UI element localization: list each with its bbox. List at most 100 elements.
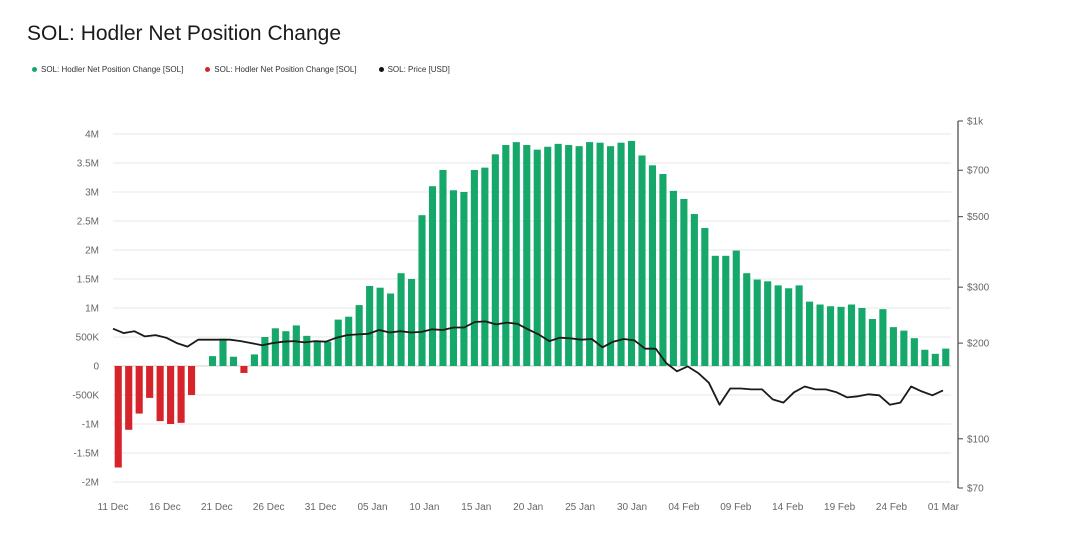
bar: [607, 146, 615, 366]
bar: [785, 288, 793, 366]
y-left-tick-label: 4M: [85, 130, 99, 141]
bar: [680, 198, 688, 366]
x-tick-label: 20 Jan: [513, 502, 543, 513]
bar: [523, 145, 531, 366]
legend-label-negative: SOL: Hodler Net Position Change [SOL]: [214, 65, 357, 74]
legend: SOL: Hodler Net Position Change [SOL] SO…: [32, 65, 450, 74]
bar: [282, 331, 290, 366]
y-left-tick-label: -1.5M: [73, 449, 99, 460]
x-tick-label: 24 Feb: [876, 502, 908, 513]
y-left-tick-label: 2.5M: [77, 217, 99, 228]
bar: [387, 293, 395, 366]
bar: [722, 255, 730, 366]
legend-label-price: SOL: Price [USD]: [387, 65, 450, 74]
bar: [261, 337, 269, 366]
bar: [250, 354, 258, 366]
bar: [889, 327, 897, 366]
bar: [271, 328, 279, 366]
bar: [617, 142, 625, 366]
bar: [146, 366, 154, 398]
x-tick-label: 21 Dec: [201, 502, 233, 513]
x-tick-label: 01 Mar: [928, 502, 960, 513]
bar: [512, 142, 520, 366]
bar: [407, 279, 416, 366]
bar: [334, 319, 342, 366]
bar: [355, 305, 363, 366]
bar: [449, 190, 457, 366]
bar: [565, 145, 573, 366]
bar: [376, 287, 384, 366]
bar: [638, 155, 646, 366]
bar: [858, 308, 866, 366]
y-left-tick-label: 3M: [85, 188, 99, 199]
legend-label-positive: SOL: Hodler Net Position Change [SOL]: [41, 65, 184, 74]
bar: [439, 169, 447, 366]
bar: [533, 149, 541, 366]
x-tick-label: 04 Feb: [668, 502, 700, 513]
y-right-tick-label: $300: [967, 283, 990, 294]
bar: [910, 338, 918, 366]
bar: [879, 309, 887, 366]
bar: [795, 285, 803, 366]
bar: [544, 146, 552, 366]
bar: [502, 145, 510, 366]
bar: [418, 215, 426, 366]
y-right-tick-label: $200: [967, 339, 990, 350]
y-right-tick-label: $1k: [967, 117, 984, 128]
bar: [868, 319, 876, 366]
y-right-tick-label: $70: [967, 484, 984, 495]
y-left-tick-label: 2M: [85, 246, 99, 257]
bar: [743, 273, 751, 366]
bar: [816, 304, 824, 366]
legend-item-negative[interactable]: SOL: Hodler Net Position Change [SOL]: [205, 65, 357, 74]
y-right-tick-label: $100: [967, 434, 990, 445]
bar: [837, 306, 845, 366]
bar: [208, 356, 217, 366]
bar: [366, 285, 374, 366]
bar: [942, 348, 950, 366]
y-right-tick-label: $700: [967, 166, 990, 177]
bar: [303, 335, 311, 366]
x-tick-label: 10 Jan: [409, 502, 439, 513]
bar: [701, 227, 709, 366]
bar: [177, 366, 185, 423]
y-right-tick-label: $500: [967, 212, 990, 223]
y-left-tick-label: 3.5M: [77, 159, 99, 170]
bar: [931, 353, 939, 366]
bar: [596, 142, 604, 366]
bar: [324, 341, 332, 366]
x-tick-label: 25 Jan: [565, 502, 595, 513]
price-line: [112, 320, 944, 406]
bar: [900, 330, 908, 366]
legend-dot-negative: [205, 67, 211, 72]
bar: [470, 169, 478, 366]
bar: [428, 186, 437, 366]
bar: [753, 279, 761, 366]
bar: [460, 192, 468, 366]
bar: [135, 366, 143, 414]
bar: [481, 167, 489, 366]
bar: [554, 143, 562, 366]
bar: [156, 366, 164, 422]
bar: [659, 174, 667, 366]
bar: [826, 306, 835, 366]
x-tick-label: 15 Jan: [461, 502, 491, 513]
x-tick-label: 19 Feb: [824, 502, 856, 513]
bar: [711, 255, 719, 366]
legend-item-price[interactable]: SOL: Price [USD]: [378, 65, 450, 74]
y-left-tick-label: -500K: [72, 391, 99, 402]
bar: [690, 214, 698, 366]
y-left-tick-label: 500K: [76, 333, 100, 344]
bar: [921, 349, 929, 366]
x-tick-label: 05 Jan: [357, 502, 387, 513]
bar: [345, 316, 353, 366]
chart-title: SOL: Hodler Net Position Change: [27, 22, 342, 45]
bar: [167, 366, 175, 424]
bar: [847, 304, 856, 366]
bar: [313, 341, 321, 366]
y-left-tick-label: -1M: [82, 420, 99, 431]
legend-item-positive[interactable]: SOL: Hodler Net Position Change [SOL]: [32, 65, 183, 74]
legend-dot-price: [378, 67, 384, 72]
y-left-tick-label: 1M: [85, 304, 99, 315]
